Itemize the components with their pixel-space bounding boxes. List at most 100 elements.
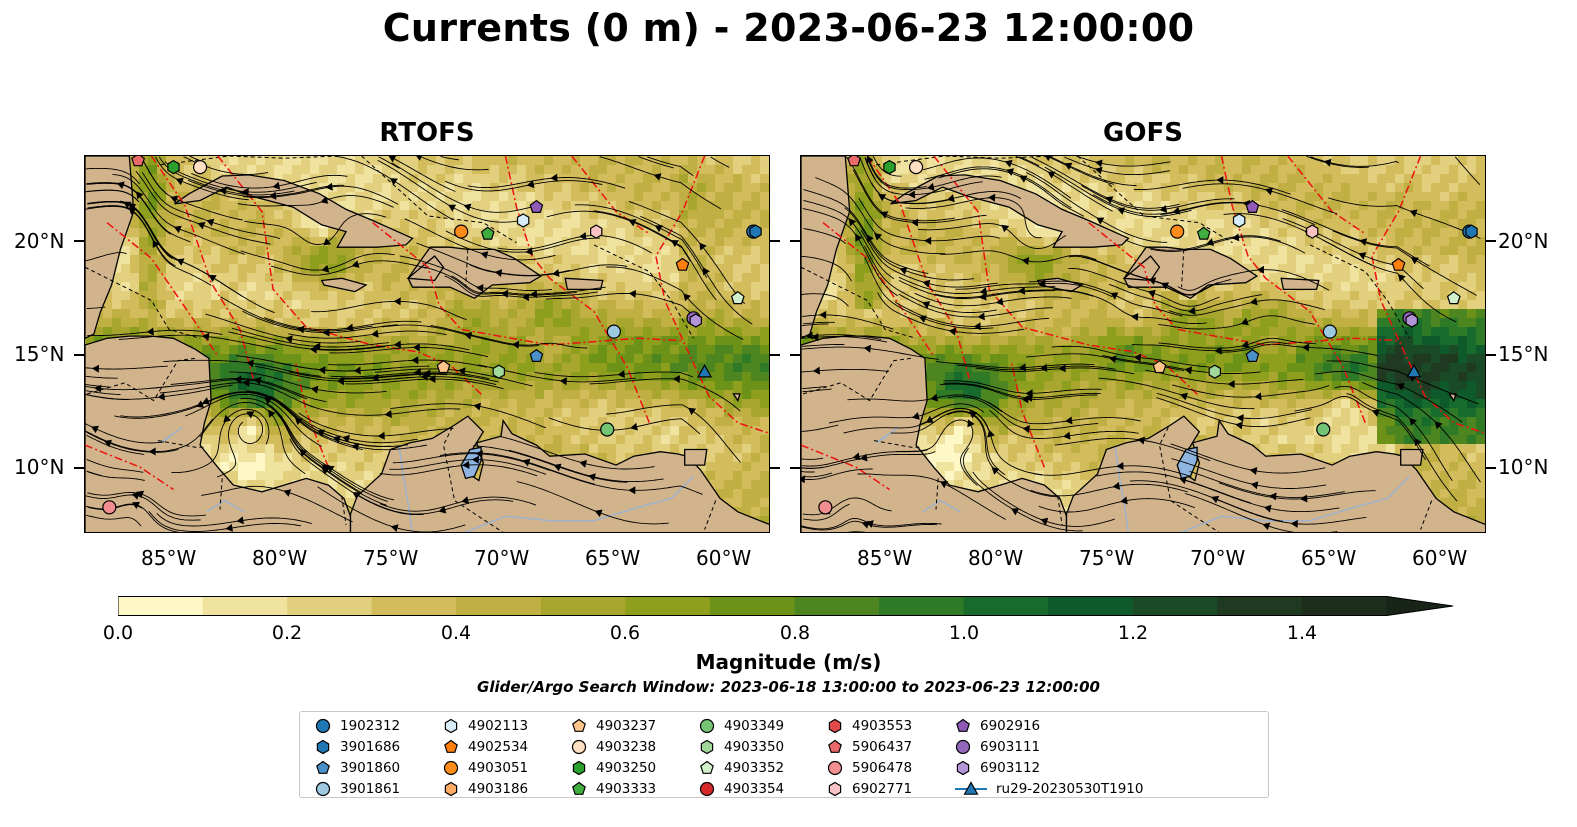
float-4902113[interactable] xyxy=(516,213,530,228)
float-4903051[interactable] xyxy=(1170,224,1185,239)
float-4903238[interactable] xyxy=(908,160,924,175)
legend-marker[interactable] xyxy=(828,781,842,797)
streamline xyxy=(987,401,1141,425)
float-4903349[interactable] xyxy=(1316,422,1331,437)
legend-item: 4903354 xyxy=(698,779,784,799)
float-5906437[interactable] xyxy=(131,156,146,167)
river xyxy=(922,499,961,513)
legend-marker[interactable] xyxy=(316,760,330,774)
float-5906478[interactable] xyxy=(818,500,833,515)
legend-marker[interactable] xyxy=(699,781,715,797)
float-5906437[interactable] xyxy=(847,156,862,167)
float-4903333[interactable] xyxy=(480,226,495,240)
legend-marker[interactable] xyxy=(828,739,842,753)
float-4903350[interactable] xyxy=(1208,364,1221,379)
float-4903333[interactable] xyxy=(1196,226,1211,240)
lat-tick xyxy=(770,467,780,469)
legend-label: 4903350 xyxy=(724,739,785,755)
streamline-arrow xyxy=(1358,252,1367,260)
legend-marker[interactable] xyxy=(700,739,714,755)
float-3901861[interactable] xyxy=(606,324,621,339)
streamline xyxy=(205,313,361,344)
legend-marker[interactable] xyxy=(955,739,971,755)
streamline-arrow xyxy=(388,156,397,163)
float-3901861[interactable] xyxy=(1322,324,1337,339)
streamline xyxy=(516,481,669,525)
streamline xyxy=(187,179,345,198)
river xyxy=(206,499,245,513)
legend-marker[interactable] xyxy=(699,718,715,734)
float-6902916[interactable] xyxy=(1245,199,1260,214)
float-markers xyxy=(95,156,762,515)
float-4903250[interactable] xyxy=(883,159,896,175)
legend-marker[interactable] xyxy=(316,739,330,755)
colorbar-tick: 0.6 xyxy=(609,622,641,644)
streamline xyxy=(85,205,212,286)
float-4903250[interactable] xyxy=(167,159,180,175)
float-4903350[interactable] xyxy=(492,364,505,379)
float-6903112[interactable] xyxy=(689,313,703,328)
float-6902771[interactable] xyxy=(1306,224,1319,239)
legend-marker[interactable] xyxy=(827,760,843,776)
float-5906478[interactable] xyxy=(102,500,117,515)
float-4903238[interactable] xyxy=(192,160,208,175)
legend-marker[interactable] xyxy=(956,760,970,776)
float-4903349[interactable] xyxy=(600,422,615,437)
border-line xyxy=(935,478,939,510)
streamline-arrow xyxy=(1227,380,1235,389)
float-4903237[interactable] xyxy=(1152,359,1167,374)
float-3901686[interactable] xyxy=(1465,224,1478,239)
float-3901860[interactable] xyxy=(529,348,544,362)
legend-label: ru29-20230530T1910 xyxy=(996,781,1144,797)
streamline xyxy=(390,403,547,429)
legend-label: 4903051 xyxy=(468,760,529,776)
legend-marker[interactable] xyxy=(444,718,458,734)
legend-item: 6903111 xyxy=(954,737,1040,757)
streamline-arrow xyxy=(930,393,939,402)
streamline-arrow xyxy=(1300,494,1308,503)
legend-marker[interactable] xyxy=(571,739,587,755)
streamline-arrow xyxy=(1148,277,1157,285)
legend-marker[interactable] xyxy=(315,781,331,797)
legend-marker[interactable] xyxy=(315,718,331,734)
float-6902771[interactable] xyxy=(590,224,603,239)
legend-marker[interactable] xyxy=(700,760,714,774)
streamline-arrow xyxy=(1262,522,1271,531)
streamline xyxy=(1182,183,1338,215)
legend-marker[interactable] xyxy=(572,760,586,776)
legend-marker[interactable] xyxy=(828,718,842,734)
legend-marker[interactable] xyxy=(443,760,459,776)
float-3901686[interactable] xyxy=(749,224,762,239)
float-6902916[interactable] xyxy=(529,199,544,214)
gofs-current-map[interactable] xyxy=(800,155,1486,533)
legend-marker[interactable] xyxy=(572,781,586,795)
streamline xyxy=(86,458,144,473)
float-4902534[interactable] xyxy=(675,257,690,271)
legend-item: ru29-20230530T1910 xyxy=(954,779,1143,799)
float-4903237[interactable] xyxy=(436,359,451,374)
legend-marker[interactable] xyxy=(444,781,458,797)
streamline-arrow xyxy=(471,455,479,464)
float-6903112[interactable] xyxy=(1405,313,1419,328)
float-markers xyxy=(811,156,1478,515)
lat-tick xyxy=(74,467,84,469)
legend-marker[interactable] xyxy=(956,718,970,732)
legend-label: 4903352 xyxy=(724,760,785,776)
legend-marker[interactable] xyxy=(444,739,458,753)
float-ru29-20230530T1910[interactable] xyxy=(697,363,713,378)
float-4902534[interactable] xyxy=(1391,257,1406,271)
legend-marker[interactable] xyxy=(963,781,979,795)
streamline xyxy=(1184,493,1338,532)
streamline xyxy=(1109,283,1263,312)
float-4903352[interactable] xyxy=(730,291,745,305)
rtofs-current-map[interactable] xyxy=(84,155,770,533)
legend-item: 4902113 xyxy=(442,716,528,736)
float-4903352[interactable] xyxy=(1446,291,1461,305)
river xyxy=(464,475,694,532)
legend-marker[interactable] xyxy=(572,718,586,732)
float-4902113[interactable] xyxy=(1232,213,1246,228)
streamline-arrow xyxy=(463,203,472,212)
float-ru29-20230530T1910[interactable] xyxy=(1406,363,1422,378)
float-3901860[interactable] xyxy=(1245,348,1260,362)
float-4903051[interactable] xyxy=(454,224,469,239)
